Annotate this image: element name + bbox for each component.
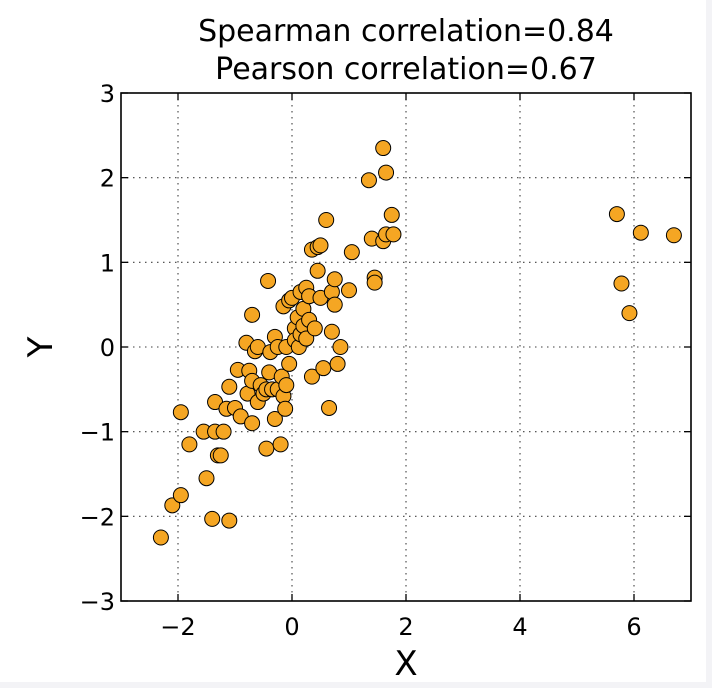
data-point <box>315 360 332 377</box>
data-point <box>332 339 349 355</box>
data-point <box>632 224 649 241</box>
data-point <box>329 355 346 372</box>
data-point <box>326 271 343 288</box>
tick-labels: −2 0 2 4 6 −3 −2 −1 0 1 2 3 <box>80 80 642 641</box>
grid <box>121 93 691 601</box>
data-point <box>258 440 275 457</box>
x-tick-label: 2 <box>398 613 413 641</box>
data-point <box>608 206 625 223</box>
data-point <box>172 404 189 421</box>
y-tick-label: 1 <box>100 249 115 277</box>
data-point <box>298 330 315 347</box>
data-point <box>378 164 395 181</box>
y-tick-label: 3 <box>100 80 115 108</box>
data-point <box>244 306 261 323</box>
data-point <box>343 244 360 261</box>
y-tick-label: −1 <box>80 419 115 447</box>
data-point <box>221 512 238 529</box>
ticks <box>121 92 691 602</box>
data-point <box>375 140 392 157</box>
y-tick-label: 2 <box>100 165 115 193</box>
data-point <box>204 510 221 527</box>
data-point <box>326 296 343 313</box>
data-point <box>360 172 377 189</box>
data-point <box>665 227 682 244</box>
data-point <box>266 410 283 427</box>
data-point <box>309 262 326 279</box>
data-point <box>272 436 289 453</box>
data-point <box>152 529 169 546</box>
x-tick-label: 0 <box>284 613 299 641</box>
data-point <box>312 237 329 254</box>
data-point <box>181 436 198 453</box>
data-point <box>385 226 402 243</box>
chart-title-line-1: Spearman correlation=0.84 <box>198 14 614 49</box>
data-point <box>278 377 295 394</box>
data-point <box>281 355 298 372</box>
data-point <box>215 423 232 440</box>
data-point <box>383 206 400 223</box>
y-tick-label: 0 <box>100 334 115 362</box>
data-point <box>164 497 181 514</box>
data-point <box>172 487 189 504</box>
x-tick-label: 6 <box>626 613 641 641</box>
data-point <box>260 272 277 289</box>
data-points <box>152 140 682 546</box>
data-point <box>277 400 294 417</box>
data-point <box>306 320 323 337</box>
x-axis-label: X <box>394 644 417 682</box>
data-point <box>613 275 630 292</box>
data-point <box>321 399 338 416</box>
x-tick-label: −2 <box>160 613 195 641</box>
data-point <box>323 323 340 340</box>
data-point <box>198 470 215 487</box>
y-tick-label: −3 <box>80 588 115 616</box>
data-point <box>303 368 320 385</box>
data-point <box>341 282 357 299</box>
data-point <box>318 212 335 228</box>
data-point <box>212 447 229 464</box>
x-tick-label: 4 <box>512 613 527 641</box>
y-axis-label: Y <box>21 336 61 358</box>
data-point <box>244 415 261 432</box>
data-point <box>366 274 383 291</box>
y-tick-label: −2 <box>80 503 115 531</box>
data-point <box>621 305 638 322</box>
chart-title-line-2: Pearson correlation=0.67 <box>215 52 597 87</box>
data-point <box>221 378 238 395</box>
